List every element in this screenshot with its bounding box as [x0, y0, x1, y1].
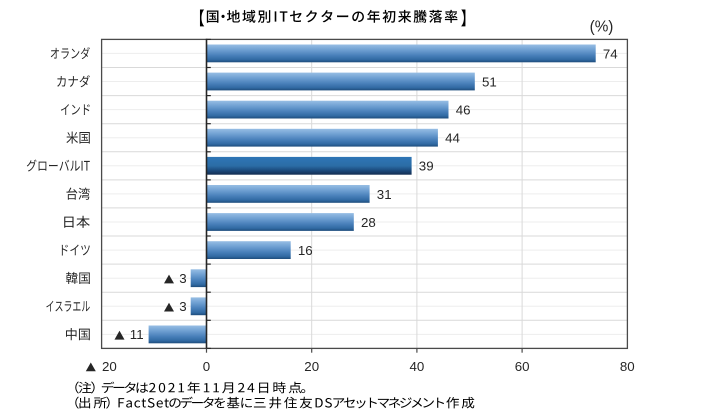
svg-text:80: 80 [620, 359, 635, 374]
svg-text:60: 60 [515, 359, 530, 374]
svg-text:20: 20 [304, 359, 319, 374]
svg-text:3: 3 [179, 271, 186, 286]
svg-text:28: 28 [361, 215, 376, 230]
svg-text:0: 0 [203, 359, 210, 374]
svg-text:46: 46 [456, 103, 471, 118]
svg-text:39: 39 [419, 159, 434, 174]
svg-text:74: 74 [603, 46, 618, 61]
svg-text:51: 51 [482, 74, 497, 89]
svg-text:(%): (%) [590, 19, 614, 36]
svg-text:44: 44 [445, 131, 460, 146]
svg-text:3: 3 [179, 299, 186, 314]
svg-text:20: 20 [102, 359, 117, 374]
svg-text:16: 16 [298, 243, 313, 258]
svg-text:11: 11 [130, 327, 144, 342]
svg-text:40: 40 [410, 359, 425, 374]
svg-text:31: 31 [377, 187, 392, 202]
